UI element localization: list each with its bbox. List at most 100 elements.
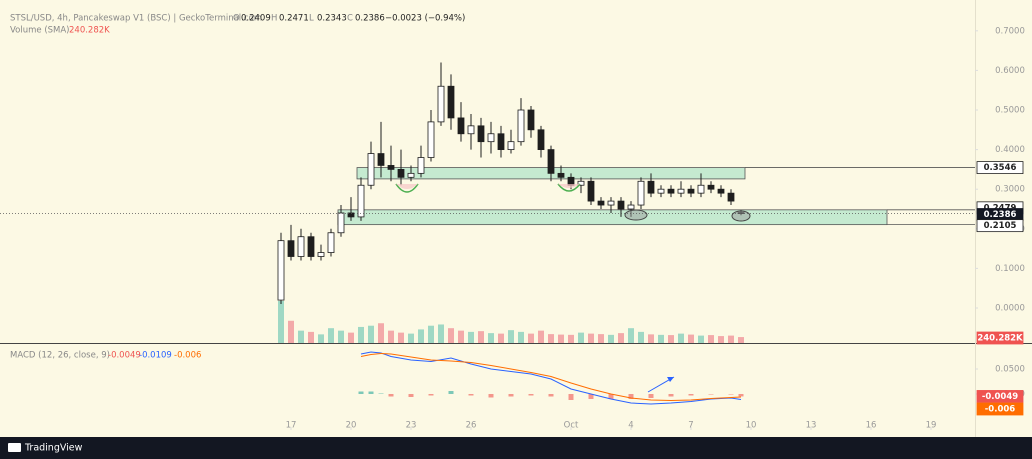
zone — [337, 209, 888, 226]
ohlc-value: 0.2386 — [355, 14, 385, 24]
volume-bar — [658, 334, 664, 343]
x-tick-label: 26 — [466, 421, 477, 431]
x-tick-label: 20 — [346, 421, 357, 431]
candle-body — [317, 252, 325, 257]
candle-body — [637, 180, 645, 206]
candle-body — [557, 172, 565, 178]
cup-fill — [396, 184, 418, 189]
legend: STSL/USD, 4h, Pancakeswap V1 (BSC) | Gec… — [10, 14, 465, 361]
x-tick-label: 10 — [746, 421, 757, 431]
candle-body — [697, 184, 705, 194]
macd-hist-bar — [448, 391, 454, 394]
candle-body — [667, 188, 675, 194]
volume-bar — [638, 331, 644, 343]
volume-bar — [398, 332, 404, 343]
volume-bar — [708, 335, 714, 343]
macd-hist-value: -0.0049 — [108, 351, 141, 361]
candle-body — [297, 236, 305, 257]
macd-hist-bar — [508, 394, 514, 397]
volume-bar — [728, 335, 734, 343]
candle-body — [307, 236, 315, 257]
brand-logo — [8, 443, 21, 452]
x-tick-label: 7 — [688, 421, 693, 431]
macd-hist-bar — [668, 394, 674, 397]
volume-layer — [278, 301, 744, 343]
volume-bar — [588, 333, 594, 343]
candle-body — [717, 188, 725, 194]
volume-bar — [468, 331, 474, 343]
volume-bar — [598, 334, 604, 343]
volume-bar — [408, 333, 414, 343]
volume-bar — [618, 333, 624, 343]
macd-hist-bar — [548, 394, 554, 397]
volume-bar — [718, 336, 724, 343]
macd-hist-bar — [628, 394, 634, 399]
volume-bar — [558, 334, 564, 343]
macd-hist-bar — [568, 394, 574, 400]
candle-body — [477, 125, 485, 143]
candle-body — [487, 133, 495, 143]
volume-bar — [628, 328, 634, 343]
volume-bar — [608, 334, 614, 343]
macd-y-tick-label: 0.0500 — [995, 365, 1025, 375]
volume-bar — [368, 325, 374, 343]
symbol-title: STSL/USD, 4h, Pancakeswap V1 (BSC) | Gec… — [10, 14, 262, 24]
macd-line — [360, 351, 742, 405]
volume-bar — [378, 323, 384, 343]
volume-bar — [448, 328, 454, 343]
candles-layer — [277, 62, 745, 305]
x-tick-label: 17 — [286, 421, 297, 431]
volume-bar — [478, 331, 484, 343]
ohlc-value: 0.2471 — [279, 14, 309, 24]
volume-value: 240.282K — [69, 26, 110, 36]
macd-signal-value: -0.006 — [174, 351, 201, 361]
y-tick-label: 0.6000 — [995, 66, 1025, 76]
candle-body — [407, 172, 415, 178]
candle-body — [597, 200, 605, 206]
macd-hist-bar — [378, 393, 384, 394]
x-tick-label: 4 — [628, 421, 633, 431]
volume-bar — [678, 333, 684, 343]
volume-bar — [348, 332, 354, 343]
volume-bar — [298, 330, 304, 343]
macd-hist-bar — [468, 394, 474, 396]
candle-body — [427, 121, 435, 158]
y-tick-label: 0.0000 — [995, 303, 1025, 313]
volume-bar — [738, 337, 744, 343]
macd-hist-bar — [708, 394, 714, 395]
candle-body — [707, 184, 715, 190]
ohlc-values: O 0.2409 H 0.2471 L 0.2343 C 0.2386 −0.0023 (−0.… — [233, 14, 465, 24]
y-tick-label: 0.7000 — [995, 26, 1025, 36]
macd-title: MACD (12, 26, close, 9) — [10, 351, 110, 361]
volume-bar — [518, 331, 524, 343]
volume-title: Volume (SMA) — [10, 26, 70, 36]
macd-hist-bar — [528, 394, 534, 396]
candle-body — [277, 240, 285, 301]
x-tick-label: 16 — [866, 421, 877, 431]
volume-bar — [698, 335, 704, 343]
volume-bar — [548, 334, 554, 343]
volume-bar — [538, 330, 544, 343]
macd-hist-bar — [428, 394, 434, 396]
brand-name: TradingView — [24, 443, 83, 454]
candle-body — [357, 184, 365, 218]
candle-body — [527, 109, 535, 131]
cup-arc — [395, 183, 419, 193]
candle-body — [607, 200, 615, 206]
macd-hist-bar — [648, 394, 654, 398]
annotations — [395, 183, 751, 393]
macd-hist-label: -0.0049 — [982, 392, 1018, 402]
macd-signal-label-box — [976, 402, 1024, 416]
macd-hist-bar — [488, 394, 494, 398]
x-tick-label: 19 — [926, 421, 937, 431]
volume-label: 240.282K — [977, 334, 1023, 344]
volume-bar — [418, 329, 424, 343]
volume-bar — [318, 334, 324, 343]
candle-body — [497, 133, 505, 151]
ohlc-value: 0.2409 — [241, 14, 271, 24]
y-tick-label: 0.4000 — [995, 145, 1025, 155]
volume-bar — [428, 325, 434, 343]
candle-body — [337, 212, 345, 234]
arrow-head — [667, 377, 674, 382]
